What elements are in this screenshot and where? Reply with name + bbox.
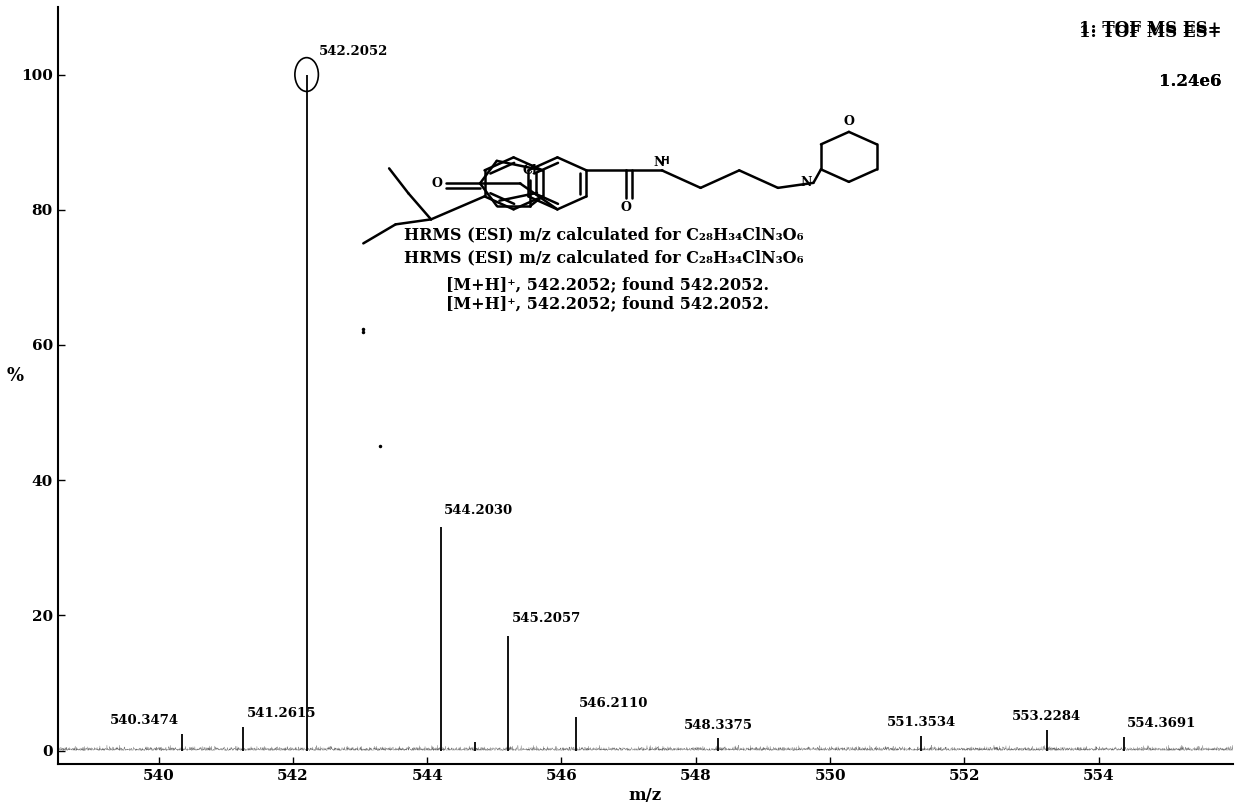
Text: 1.24e6: 1.24e6 (1159, 73, 1221, 90)
Text: O: O (843, 115, 854, 128)
Text: HRMS (ESI) m/z calculated for C₂₈H₃₄ClN₃O₆: HRMS (ESI) m/z calculated for C₂₈H₃₄ClN₃… (404, 226, 804, 243)
Text: 1: TOF MS ES+: 1: TOF MS ES+ (1079, 24, 1221, 41)
Text: H: H (661, 157, 670, 166)
Text: N: N (653, 157, 665, 169)
Text: 554.3691: 554.3691 (1127, 717, 1197, 730)
Text: [M+H]⁺, 542.2052; found 542.2052.: [M+H]⁺, 542.2052; found 542.2052. (445, 276, 769, 293)
Text: 1.24e6: 1.24e6 (1159, 73, 1221, 90)
Text: 546.2110: 546.2110 (579, 697, 649, 710)
Text: 545.2057: 545.2057 (511, 612, 580, 625)
Text: [M+H]⁺, 542.2052; found 542.2052.: [M+H]⁺, 542.2052; found 542.2052. (445, 294, 769, 311)
Text: 540.3474: 540.3474 (109, 714, 179, 727)
Text: N: N (800, 176, 811, 189)
Text: 548.3375: 548.3375 (684, 719, 753, 732)
Text: 551.3534: 551.3534 (887, 716, 956, 729)
Text: HRMS (ESI) m/z calculated for C₂₈H₃₄ClN₃O₆: HRMS (ESI) m/z calculated for C₂₈H₃₄ClN₃… (404, 249, 804, 266)
Text: 1: TOF MS ES+: 1: TOF MS ES+ (1079, 20, 1221, 37)
Text: 541.2615: 541.2615 (247, 707, 316, 720)
Text: O: O (432, 177, 443, 190)
Y-axis label: %: % (7, 367, 24, 385)
Text: 542.2052: 542.2052 (319, 45, 388, 58)
Text: 544.2030: 544.2030 (444, 504, 513, 517)
Text: 553.2284: 553.2284 (1012, 710, 1081, 723)
Text: Cl: Cl (523, 165, 538, 178)
X-axis label: m/z: m/z (629, 787, 662, 804)
Text: O: O (621, 201, 632, 214)
